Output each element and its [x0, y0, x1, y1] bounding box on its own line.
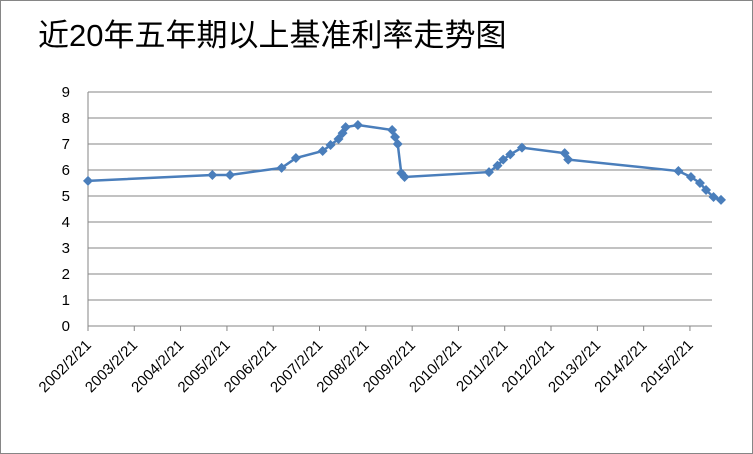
data-marker — [708, 192, 719, 203]
y-tick-label: 1 — [62, 292, 70, 309]
chart-title: 近20年五年期以上基准利率走势图 — [38, 18, 506, 53]
data-marker — [716, 194, 726, 205]
data-marker — [498, 154, 509, 165]
y-tick-label: 7 — [62, 136, 70, 153]
y-tick-label: 0 — [62, 318, 70, 335]
data-marker — [563, 154, 574, 165]
data-marker — [317, 146, 328, 157]
data-marker — [207, 169, 218, 180]
data-marker — [399, 172, 410, 183]
data-marker — [290, 153, 301, 164]
data-marker — [492, 160, 503, 171]
y-tick-label: 6 — [62, 162, 70, 179]
data-marker — [276, 162, 287, 173]
y-tick-label: 8 — [62, 110, 70, 127]
data-marker — [352, 120, 363, 131]
data-marker — [505, 149, 516, 160]
data-marker — [224, 169, 235, 180]
data-marker — [701, 185, 712, 196]
data-marker — [340, 122, 351, 133]
data-marker — [516, 142, 527, 153]
data-marker — [685, 172, 696, 183]
y-tick-label: 9 — [62, 84, 70, 101]
data-marker — [83, 175, 93, 186]
data-marker — [673, 166, 684, 177]
y-tick-label: 2 — [62, 266, 70, 283]
data-marker — [325, 140, 336, 151]
data-marker — [483, 167, 494, 178]
y-tick-label: 5 — [62, 188, 70, 205]
data-marker — [392, 139, 403, 149]
data-marker — [333, 134, 344, 145]
data-marker — [694, 178, 705, 188]
data-marker — [559, 148, 570, 159]
y-tick-label: 3 — [62, 240, 70, 257]
y-tick-label: 4 — [62, 214, 70, 231]
